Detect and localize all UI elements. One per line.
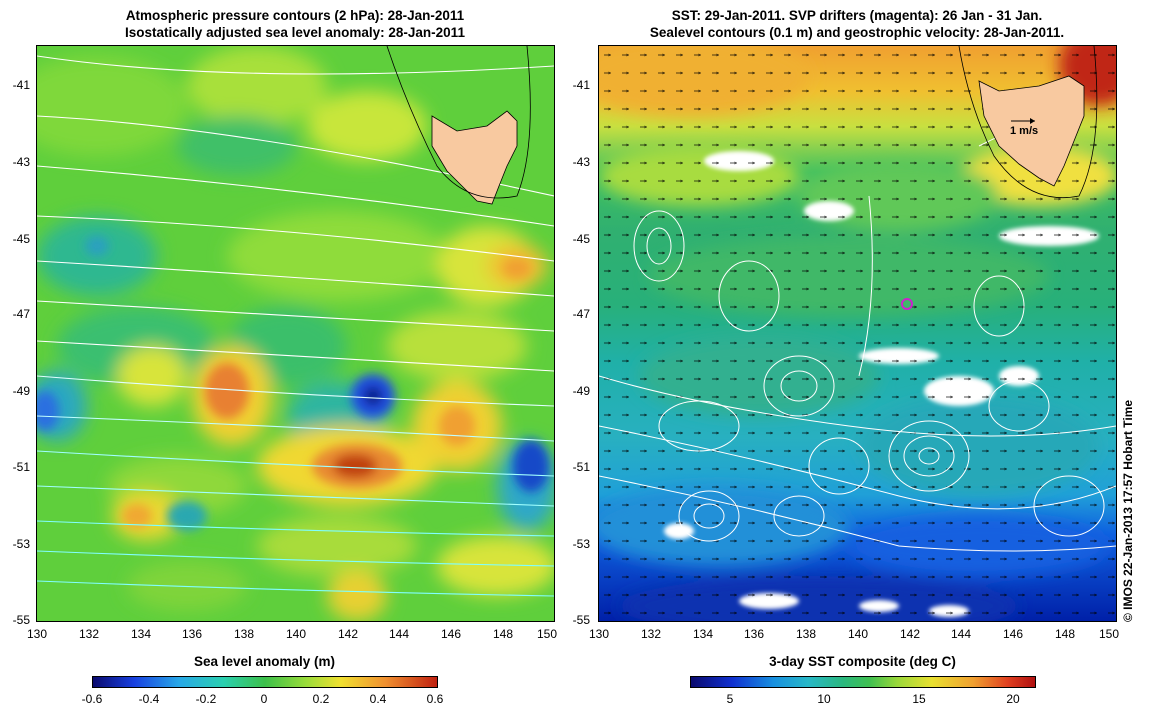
left-lon-tick: 136 <box>181 627 203 641</box>
left-lat-tick: -49 <box>12 384 30 398</box>
right-colorbar-tick: 15 <box>912 692 926 706</box>
sealevel-contours <box>599 105 1116 552</box>
right-lon-tick: 142 <box>899 627 921 641</box>
right-lat-tick: -53 <box>572 537 590 551</box>
right-lat-tick: -49 <box>572 384 590 398</box>
left-colorbar-tick: -0.2 <box>195 692 217 706</box>
sst-map <box>598 45 1117 622</box>
pressure-contours <box>37 55 554 597</box>
right-lon-tick: 146 <box>1002 627 1024 641</box>
right-colorbar-label: 3-day SST composite (deg C) <box>769 654 956 669</box>
left-colorbar-tick: 0.2 <box>312 692 330 706</box>
right-colorbar-tick: 10 <box>817 692 831 706</box>
left-colorbar-label: Sea level anomaly (m) <box>193 654 336 669</box>
left-title-line2: Isostatically adjusted sea level anomaly… <box>125 25 465 40</box>
velocity-scale-label: 1 m/s <box>1010 125 1039 137</box>
left-lat-tick: -41 <box>12 78 30 92</box>
right-title-line1: SST: 29-Jan-2011. SVP drifters (magenta)… <box>671 8 1043 23</box>
right-lon-tick: 144 <box>950 627 972 641</box>
sst-colorbar <box>690 676 1036 688</box>
right-lon-tick: 132 <box>640 627 662 641</box>
right-lon-tick: 134 <box>692 627 714 641</box>
right-lat-tick: -45 <box>572 232 590 246</box>
left-lon-tick: 150 <box>536 627 558 641</box>
right-colorbar-tick: 20 <box>1006 692 1020 706</box>
right-lat-tick: -51 <box>572 460 590 474</box>
right-title-line2: Sealevel contours (0.1 m) and geostrophi… <box>649 25 1065 40</box>
left-lon-tick: 134 <box>130 627 152 641</box>
right-lon-tick: 136 <box>743 627 765 641</box>
sea-level-anomaly-map <box>36 45 555 622</box>
tasmania-land <box>431 110 518 205</box>
left-title-line1: Atmospheric pressure contours (2 hPa): 2… <box>125 8 465 23</box>
left-colorbar-tick: 0.4 <box>369 692 387 706</box>
right-lon-tick: 138 <box>795 627 817 641</box>
left-lon-tick: 146 <box>440 627 462 641</box>
left-lon-tick: 140 <box>285 627 307 641</box>
left-lat-tick: -53 <box>12 537 30 551</box>
left-lon-tick: 138 <box>233 627 255 641</box>
right-lat-tick: -47 <box>572 307 590 321</box>
right-lon-tick: 140 <box>847 627 869 641</box>
left-lon-tick: 130 <box>26 627 48 641</box>
left-lon-tick: 142 <box>337 627 359 641</box>
left-lat-tick: -51 <box>12 460 30 474</box>
left-colorbar-tick: 0.6 <box>426 692 444 706</box>
tasmania-land-right <box>978 75 1085 187</box>
drifter-marker <box>901 298 913 310</box>
left-colorbar-tick: 0 <box>260 692 268 706</box>
right-lat-tick: -41 <box>572 78 590 92</box>
right-lon-tick: 130 <box>588 627 610 641</box>
left-lat-tick: -55 <box>12 613 30 627</box>
left-colorbar-tick: -0.4 <box>138 692 160 706</box>
imos-credit: © IMOS 22-Jan-2013 17:57 Hobart Time <box>1121 399 1135 622</box>
left-lon-tick: 132 <box>78 627 100 641</box>
right-lon-tick: 150 <box>1098 627 1120 641</box>
left-lat-tick: -45 <box>12 232 30 246</box>
right-lon-tick: 148 <box>1054 627 1076 641</box>
right-lat-tick: -43 <box>572 155 590 169</box>
sea-level-colorbar <box>92 676 438 688</box>
right-colorbar-tick: 5 <box>726 692 734 706</box>
right-lat-tick: -55 <box>572 613 590 627</box>
left-lat-tick: -47 <box>12 307 30 321</box>
left-colorbar-tick: -0.6 <box>81 692 103 706</box>
left-lon-tick: 148 <box>492 627 514 641</box>
left-lon-tick: 144 <box>388 627 410 641</box>
left-lat-tick: -43 <box>12 155 30 169</box>
